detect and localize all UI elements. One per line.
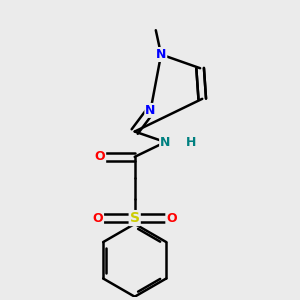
Text: N: N	[156, 48, 166, 61]
Text: O: O	[94, 150, 105, 164]
Text: N: N	[145, 104, 156, 117]
Text: S: S	[130, 211, 140, 225]
Text: O: O	[166, 212, 177, 225]
Text: O: O	[92, 212, 103, 225]
Text: H: H	[185, 136, 196, 148]
Text: N: N	[160, 136, 170, 148]
